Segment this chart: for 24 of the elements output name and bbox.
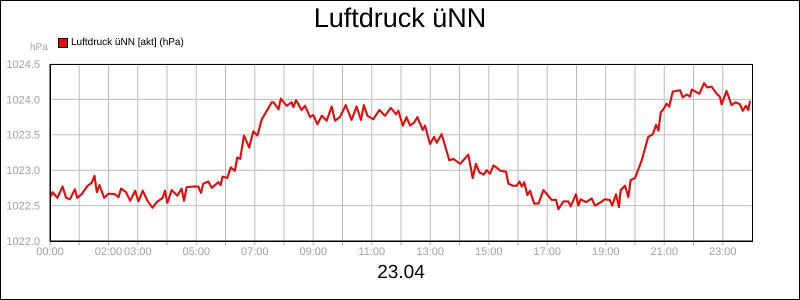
x-tick-label: 05:00: [182, 246, 210, 258]
x-tick-label: 23:00: [708, 246, 737, 258]
x-tick-label: 00:00: [36, 246, 64, 258]
line-series: [50, 82, 751, 210]
x-tick-label: 15:00: [474, 246, 503, 258]
x-tick-label: 21:00: [650, 246, 678, 258]
x-tick-label: 17:00: [533, 246, 562, 258]
x-axis-title: 23.04: [376, 262, 426, 284]
x-tick-label: 09:00: [299, 246, 328, 258]
y-tick-label: 1023.5: [6, 130, 40, 142]
legend-label: Luftdruck üNN [akt] (hPa): [71, 37, 184, 48]
y-axis-title: hPa: [30, 42, 48, 53]
x-tick-label: 03:00: [124, 246, 152, 258]
y-tick-label: 1024.0: [6, 94, 40, 106]
y-tick-label: 1022.0: [6, 236, 40, 248]
x-tick-label: 19:00: [592, 246, 620, 258]
x-tick-label: 13:00: [416, 246, 444, 258]
y-tick-label: 1023.0: [6, 165, 40, 178]
x-tick-label: 02:00: [94, 246, 122, 258]
x-tick-label: 11:00: [358, 246, 386, 258]
x-tick-label: 07:00: [240, 246, 269, 258]
chart-title: Luftdruck üNN: [312, 3, 488, 34]
y-tick-label: 1024.5: [6, 58, 40, 71]
y-tick-label: 1022.5: [6, 200, 40, 213]
